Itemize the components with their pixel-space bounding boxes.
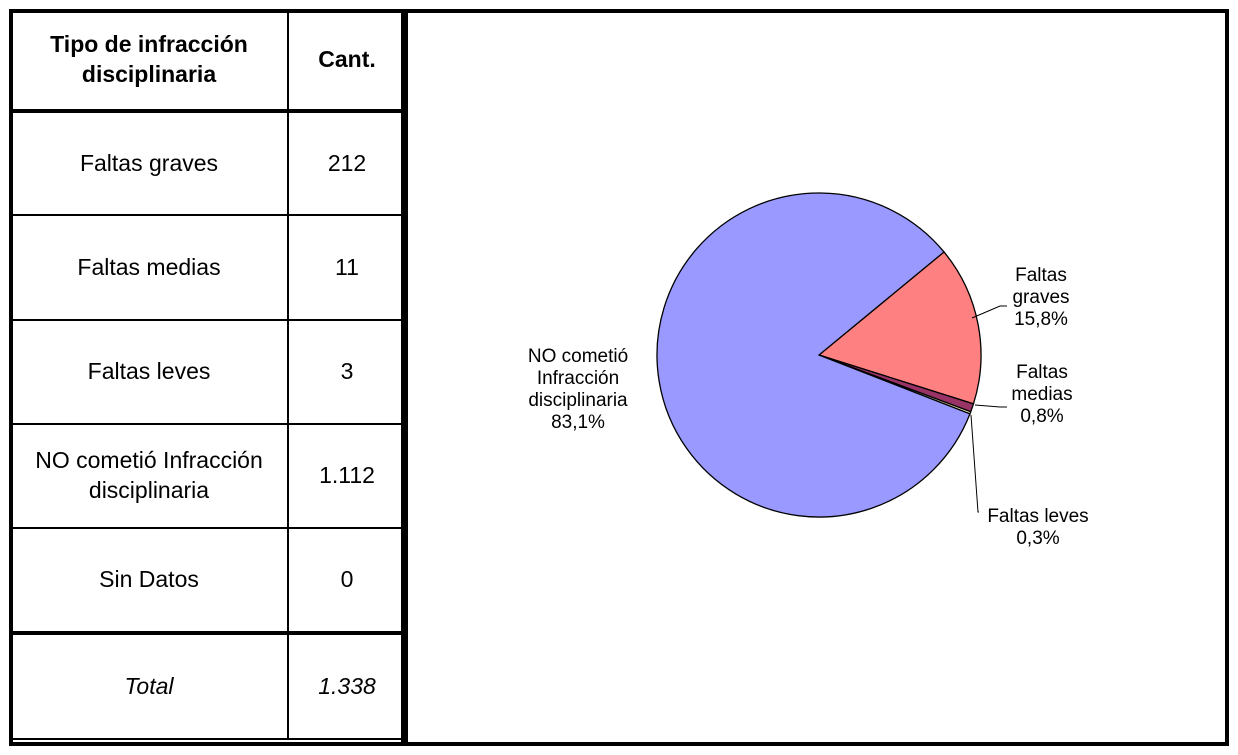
slice-label-2: Faltas leves 0,3% — [987, 506, 1088, 549]
table-header-row: Tipo de infracción disciplinaria Cant. — [9, 9, 407, 112]
table-row: Faltas graves 212 — [9, 109, 407, 216]
total-label: Total — [9, 631, 289, 740]
infractions-table: Tipo de infracción disciplinaria Cant. F… — [9, 9, 407, 740]
pie-slice-0 — [817, 251, 982, 405]
row-label: Faltas leves — [9, 319, 289, 425]
slice-label-3: NO cometió Infracción disciplinaria 83,1% — [528, 346, 628, 433]
table-row: Sin Datos 0 — [9, 527, 407, 634]
slice-label-1: Faltas medias 0,8% — [1011, 362, 1072, 427]
row-value: 11 — [287, 214, 407, 321]
leader-line-1 — [974, 404, 1007, 408]
row-label: NO cometió Infracción disciplinaria — [9, 423, 289, 529]
leader-line-2 — [970, 414, 979, 513]
slice-label-0: Faltas graves 15,8% — [1012, 265, 1069, 330]
table-row: NO cometió Infracción disciplinaria 1.11… — [9, 423, 407, 529]
header-type: Tipo de infracción disciplinaria — [9, 9, 289, 112]
row-label: Faltas medias — [9, 214, 289, 321]
row-value: 3 — [287, 319, 407, 425]
table-row: Faltas medias 11 — [9, 214, 407, 321]
pie-slice-3 — [656, 192, 971, 518]
total-value: 1.338 — [287, 631, 407, 740]
row-value: 0 — [287, 527, 407, 634]
table-total-row: Total 1.338 — [9, 631, 407, 740]
leader-line-0 — [971, 305, 1007, 319]
header-count: Cant. — [287, 9, 407, 112]
row-label: Faltas graves — [9, 109, 289, 216]
row-value: 212 — [287, 109, 407, 216]
chart-frame — [405, 9, 1229, 746]
row-label: Sin Datos — [9, 527, 289, 634]
table-row: Faltas leves 3 — [9, 319, 407, 425]
